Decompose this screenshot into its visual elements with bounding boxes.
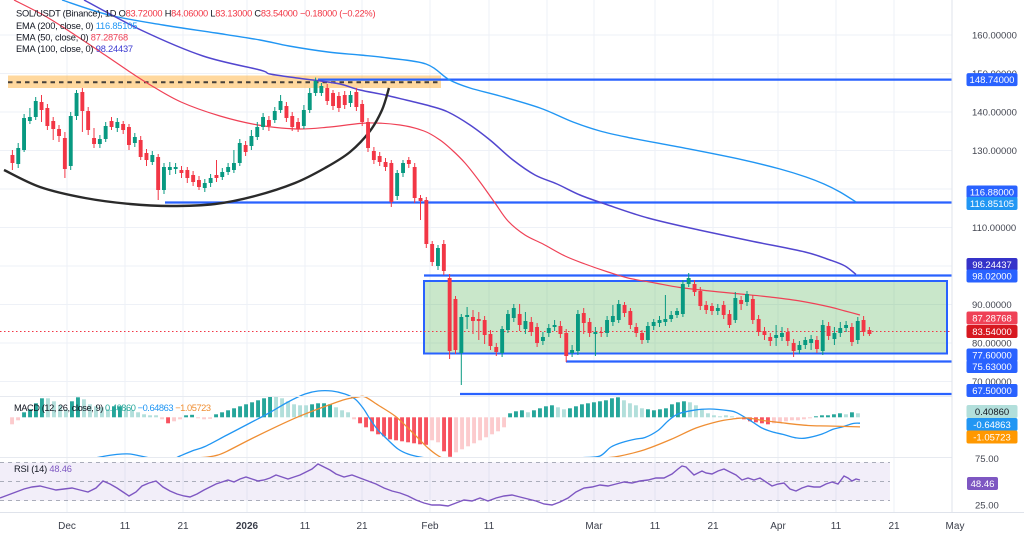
svg-text:21: 21 (888, 521, 900, 532)
svg-text:Dec: Dec (58, 521, 76, 532)
svg-text:140.00000: 140.00000 (972, 108, 1017, 119)
svg-text:Mar: Mar (585, 521, 603, 532)
svg-text:116.85105: 116.85105 (970, 199, 1014, 210)
svg-text:116.88000: 116.88000 (970, 187, 1014, 198)
svg-text:48.46: 48.46 (971, 479, 995, 490)
svg-text:77.60000: 77.60000 (972, 350, 1012, 361)
svg-text:MACD (12, 26, close, 9) 0.4086: MACD (12, 26, close, 9) 0.40860 −0.64863… (14, 403, 211, 413)
svg-text:21: 21 (356, 521, 368, 532)
svg-text:SOL/USDT (Binance), 1D O83.720: SOL/USDT (Binance), 1D O83.72000 H84.060… (16, 9, 375, 19)
svg-text:25.00: 25.00 (975, 501, 999, 512)
svg-text:90.00000: 90.00000 (972, 300, 1012, 311)
svg-text:87.28768: 87.28768 (972, 313, 1012, 324)
svg-text:21: 21 (177, 521, 189, 532)
svg-text:80.00000: 80.00000 (972, 339, 1012, 350)
svg-text:-0.64863: -0.64863 (973, 420, 1011, 431)
svg-text:EMA (100, close, 0) 98.24437: EMA (100, close, 0) 98.24437 (16, 44, 133, 54)
svg-text:98.24437: 98.24437 (972, 260, 1012, 271)
svg-text:11: 11 (831, 521, 842, 532)
svg-text:11: 11 (120, 521, 131, 532)
svg-text:RSI (14) 48.46: RSI (14) 48.46 (14, 464, 72, 474)
svg-text:75.63000: 75.63000 (972, 362, 1012, 373)
svg-text:2026: 2026 (236, 521, 259, 532)
svg-text:Apr: Apr (770, 521, 786, 532)
svg-text:0.40860: 0.40860 (975, 407, 1009, 418)
svg-text:EMA (50, close, 0) 87.28768: EMA (50, close, 0) 87.28768 (16, 33, 128, 43)
svg-text:148.74000: 148.74000 (970, 75, 1015, 86)
svg-text:98.02000: 98.02000 (972, 271, 1012, 282)
svg-text:160.00000: 160.00000 (972, 31, 1017, 42)
svg-text:Feb: Feb (421, 521, 439, 532)
svg-text:11: 11 (650, 521, 661, 532)
svg-text:70.00000: 70.00000 (972, 377, 1012, 388)
svg-text:67.50000: 67.50000 (972, 386, 1012, 397)
svg-text:11: 11 (484, 521, 495, 532)
svg-text:83.54000: 83.54000 (972, 327, 1012, 338)
svg-text:-1.05723: -1.05723 (973, 432, 1011, 443)
svg-text:EMA (200, close, 0) 116.85105: EMA (200, close, 0) 116.85105 (16, 21, 137, 31)
svg-text:May: May (946, 521, 965, 532)
svg-text:110.00000: 110.00000 (972, 223, 1016, 234)
svg-text:11: 11 (300, 521, 311, 532)
svg-text:75.00: 75.00 (975, 454, 999, 465)
svg-text:21: 21 (707, 521, 719, 532)
svg-text:130.00000: 130.00000 (972, 146, 1017, 157)
